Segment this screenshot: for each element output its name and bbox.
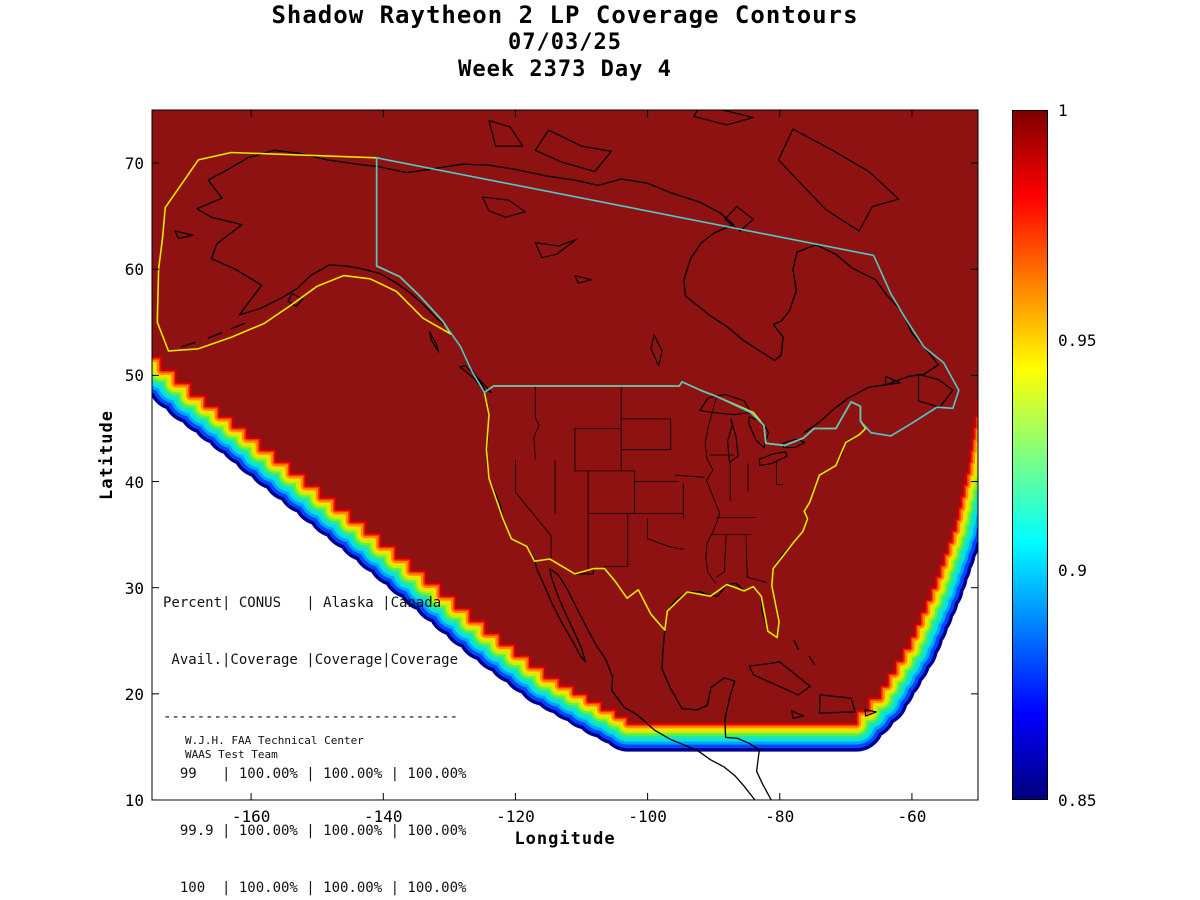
colorbar-tick-label: 0.9 xyxy=(1058,561,1087,580)
colorbar-tick-label: 0.95 xyxy=(1058,331,1097,350)
caribbean-islands xyxy=(748,661,877,719)
chart-title-block: Shadow Raytheon 2 LP Coverage Contours 0… xyxy=(152,2,978,83)
availability-table-row-99-9: 99.9 | 100.00% | 100.00% | 100.00% xyxy=(163,823,467,839)
chart-week-day: Week 2373 Day 4 xyxy=(458,57,672,82)
x-tick-label: -60 xyxy=(897,807,927,826)
y-tick-label: 30 xyxy=(124,578,144,598)
coastline-pacific xyxy=(448,329,756,800)
colorbar-tick-label: 1 xyxy=(1058,101,1068,120)
chart-date: 07/03/25 xyxy=(508,30,622,55)
y-tick-label: 50 xyxy=(124,366,144,386)
x-tick-label: -80 xyxy=(765,807,795,826)
coverage-region xyxy=(152,110,978,725)
availability-table-header-1: Percent| CONUS | Alaska |Canada xyxy=(163,595,442,611)
availability-table-row-100: 100 | 100.00% | 100.00% | 100.00% xyxy=(163,880,467,896)
map-area xyxy=(152,110,978,800)
x-tick-label: -100 xyxy=(628,807,667,826)
pacific-islands xyxy=(287,293,493,393)
great-lakes xyxy=(481,196,806,467)
x-tick-label: -140 xyxy=(364,807,403,826)
availability-table-separator: ----------------------------------- xyxy=(163,709,459,725)
y-tick-label: 70 xyxy=(124,154,144,174)
y-tick-label: 60 xyxy=(124,260,144,280)
state-borders xyxy=(515,385,784,584)
attribution-line-2: WAAS Test Team xyxy=(185,748,278,761)
x-tick-label: -160 xyxy=(231,807,271,826)
chart-title: Shadow Raytheon 2 LP Coverage Contours xyxy=(271,1,859,29)
colorbar-tick-label: 0.85 xyxy=(1058,791,1097,810)
x-tick-label: -120 xyxy=(496,807,535,826)
canada-coverage-boundary xyxy=(375,157,960,447)
availability-table-row-99: 99 | 100.00% | 100.00% | 100.00% xyxy=(163,766,467,782)
coastline-arctic-hudson xyxy=(376,163,940,434)
attribution-block: W.J.H. FAA Technical Center WAAS Test Te… xyxy=(185,734,364,762)
axes-box xyxy=(151,109,979,801)
y-tick-label: 20 xyxy=(124,684,144,704)
x-axis-label: Longitude xyxy=(514,829,616,849)
tick-marks xyxy=(152,110,978,801)
arctic-islands xyxy=(174,110,954,408)
y-tick-label: 40 xyxy=(124,472,144,492)
availability-table-header-2: Avail.|Coverage |Coverage|Coverage xyxy=(163,652,459,668)
y-tick-label: 10 xyxy=(124,791,144,810)
colorbar xyxy=(1012,110,1048,800)
y-axis-label: Latitude xyxy=(97,410,117,500)
aleutian-islands xyxy=(181,322,815,665)
availability-table: Percent| CONUS | Alaska |Canada Avail.|C… xyxy=(163,556,466,900)
coastline-alaska xyxy=(196,149,451,331)
attribution-line-1: W.J.H. FAA Technical Center xyxy=(185,734,364,747)
